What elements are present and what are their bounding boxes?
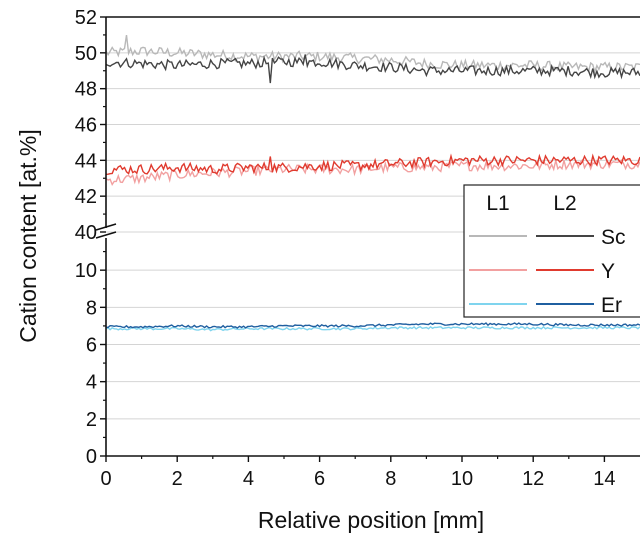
series-lines xyxy=(105,34,640,332)
x-axis-label: Relative position [mm] xyxy=(258,507,484,533)
series-line-y-l2 xyxy=(105,153,640,175)
legend-rows: Sc Y Er xyxy=(469,226,626,317)
y-lower-tick-label: 8 xyxy=(86,297,97,319)
legend-label-sc: Sc xyxy=(601,226,626,249)
y-upper-tick-label: 44 xyxy=(75,150,97,172)
y-axis-label: Cation content [at.%] xyxy=(15,129,41,343)
y-lower-tick-label: 10 xyxy=(75,260,97,282)
y-upper-tick-label: 40 xyxy=(75,222,97,244)
x-tick-label: 14 xyxy=(593,468,615,490)
x-tick-label: 6 xyxy=(314,468,325,490)
legend-label-y: Y xyxy=(601,260,615,283)
x-tick-label: 12 xyxy=(522,468,544,490)
legend-label-er: Er xyxy=(601,294,622,317)
axis-break-mark xyxy=(95,231,117,239)
y-upper-tick-label: 52 xyxy=(75,7,97,29)
axes xyxy=(95,16,640,462)
legend: L1 L2 Sc Y Er xyxy=(463,184,640,318)
series-line-er-l2 xyxy=(105,322,640,329)
y-upper-tick-label: 42 xyxy=(75,186,97,208)
legend-box xyxy=(463,184,640,318)
series-line-er-l1 xyxy=(105,325,640,332)
x-tick-label: 4 xyxy=(243,468,254,490)
y-upper-tick-label: 50 xyxy=(75,43,97,65)
y-upper-tick-label: 46 xyxy=(75,115,97,137)
x-tick-label: 0 xyxy=(100,468,111,490)
series-line-sc-l2 xyxy=(105,54,640,84)
legend-header-l1: L1 xyxy=(486,192,509,215)
y-lower-tick-label: 0 xyxy=(86,446,97,468)
y-lower-tick-label: 4 xyxy=(86,372,97,394)
y-lower-tick-label: 6 xyxy=(86,335,97,357)
legend-header-l2: L2 xyxy=(553,192,576,215)
series-line-sc-l1 xyxy=(105,34,640,75)
x-tick-label: 8 xyxy=(385,468,396,490)
series-line-y-l1 xyxy=(105,158,640,187)
y-upper-tick-label: 48 xyxy=(75,79,97,101)
x-tick-label: 10 xyxy=(451,468,473,490)
x-tick-label: 2 xyxy=(172,468,183,490)
axis-break-mark xyxy=(95,223,117,231)
y-lower-tick-label: 2 xyxy=(86,409,97,431)
